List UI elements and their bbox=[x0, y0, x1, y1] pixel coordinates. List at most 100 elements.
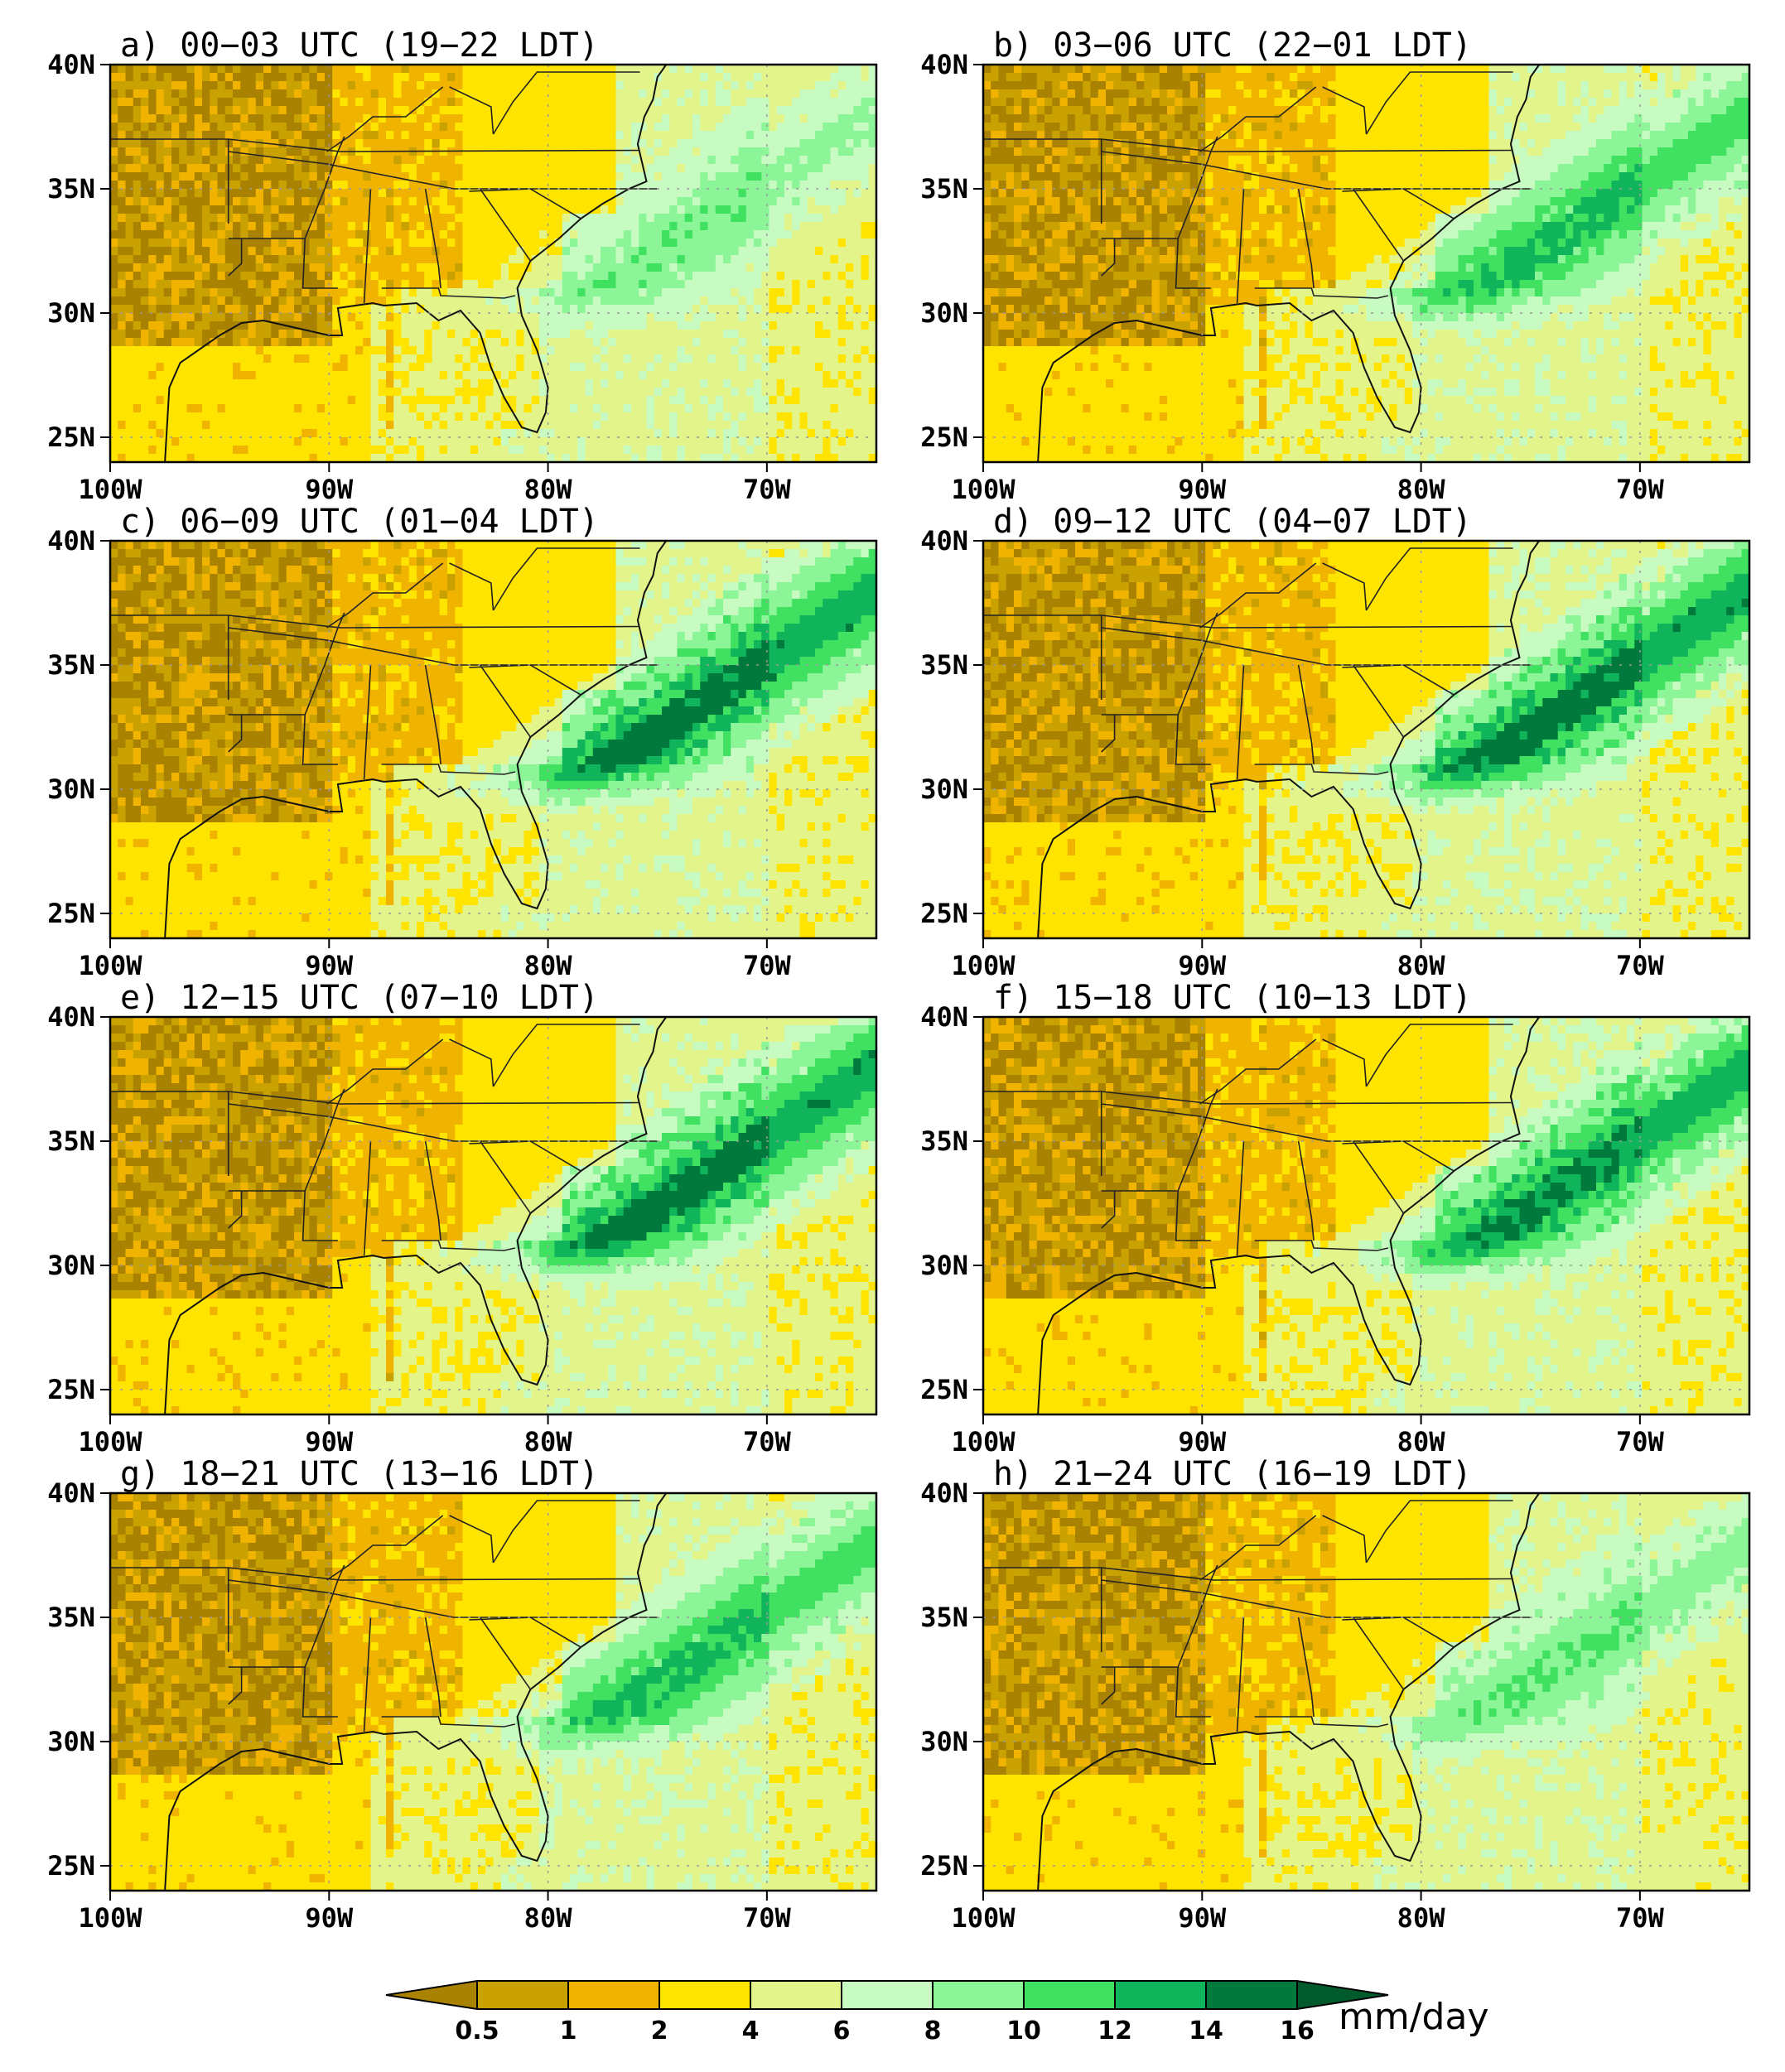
precip-cell bbox=[1266, 330, 1276, 339]
precip-cell bbox=[118, 239, 142, 248]
precip-cell bbox=[1642, 197, 1651, 206]
precip-cell bbox=[194, 640, 203, 649]
precip-cell bbox=[386, 354, 394, 364]
precip-cell bbox=[1151, 412, 1160, 422]
precip-cell bbox=[1136, 205, 1145, 214]
precip-cell bbox=[500, 421, 525, 430]
precip-cell bbox=[1305, 189, 1314, 198]
precip-cell bbox=[799, 566, 847, 575]
precip-cell bbox=[1106, 446, 1114, 455]
precip-cell bbox=[1151, 147, 1160, 157]
precip-cell bbox=[325, 139, 333, 148]
precip-cell bbox=[592, 354, 601, 364]
precip-cell bbox=[1320, 371, 1390, 380]
precip-cell bbox=[1029, 114, 1038, 123]
precip-cell bbox=[148, 272, 165, 281]
precip-cell bbox=[432, 632, 464, 641]
precip-cell bbox=[485, 346, 533, 355]
precip-cell bbox=[646, 715, 709, 724]
precip-cell bbox=[217, 296, 226, 306]
precip-cell bbox=[1182, 288, 1191, 297]
precip-cell bbox=[125, 89, 134, 99]
precip-cell bbox=[1420, 230, 1436, 239]
precip-cell bbox=[202, 404, 219, 413]
precip-cell bbox=[815, 363, 823, 372]
precip-cell bbox=[853, 139, 862, 148]
precip-cell bbox=[316, 582, 326, 591]
precip-cell bbox=[623, 607, 632, 616]
precip-cell bbox=[1136, 197, 1145, 206]
precip-cell bbox=[1412, 263, 1421, 272]
precip-cell bbox=[1710, 421, 1735, 430]
precip-cell bbox=[194, 230, 203, 239]
precip-cell bbox=[1726, 214, 1743, 223]
precip-cell bbox=[156, 582, 165, 591]
precip-cell bbox=[615, 338, 693, 347]
precip-cell bbox=[1106, 65, 1122, 74]
precip-cell bbox=[1366, 280, 1382, 289]
precip-cell bbox=[815, 648, 847, 658]
precip-cell bbox=[846, 437, 877, 446]
precip-cell bbox=[1604, 164, 1620, 173]
precip-cell bbox=[1090, 346, 1099, 355]
precip-cell bbox=[723, 429, 740, 438]
precip-cell bbox=[1642, 114, 1681, 123]
precip-cell bbox=[1281, 288, 1291, 297]
precip-cell bbox=[408, 305, 417, 314]
precip-cell bbox=[654, 172, 663, 181]
precip-cell bbox=[363, 222, 372, 231]
precip-cell bbox=[815, 557, 854, 566]
precip-cell bbox=[224, 731, 234, 740]
precip-cell bbox=[1305, 371, 1314, 380]
precip-cell bbox=[1465, 338, 1482, 347]
precip-cell bbox=[1198, 65, 1222, 74]
precip-cell bbox=[1328, 363, 1337, 372]
precip-cell bbox=[761, 239, 778, 248]
precip-cell bbox=[363, 189, 372, 198]
precip-cell bbox=[608, 706, 617, 716]
precip-cell bbox=[1228, 131, 1237, 140]
precip-cell bbox=[462, 665, 609, 674]
precip-cell bbox=[1588, 313, 1604, 322]
precip-cell bbox=[263, 263, 272, 272]
precip-cell bbox=[233, 156, 241, 165]
precip-cell bbox=[401, 280, 410, 289]
precip-cell bbox=[163, 181, 172, 190]
precip-cell bbox=[309, 607, 326, 616]
precip-cell bbox=[646, 123, 655, 132]
precip-cell bbox=[1634, 114, 1643, 123]
precip-cell bbox=[263, 214, 272, 223]
precip-cell bbox=[1136, 114, 1153, 123]
precip-cell bbox=[707, 715, 716, 724]
precip-cell bbox=[1014, 272, 1038, 281]
precip-cell bbox=[378, 715, 403, 724]
precip-cell bbox=[1672, 421, 1689, 430]
precip-cell bbox=[830, 446, 877, 455]
precip-cell bbox=[332, 156, 341, 165]
precip-cell bbox=[1144, 147, 1153, 157]
lon-tick-label: 100W bbox=[951, 474, 1016, 505]
precip-cell bbox=[1136, 305, 1145, 314]
precip-cell bbox=[156, 305, 172, 314]
precip-cell bbox=[1006, 230, 1015, 239]
precip-cell bbox=[401, 673, 410, 682]
precip-cell bbox=[447, 404, 479, 413]
precip-cell bbox=[700, 89, 709, 99]
precip-cell bbox=[837, 429, 847, 438]
precip-cell bbox=[110, 255, 118, 264]
precip-cell bbox=[1290, 288, 1368, 297]
precip-cell bbox=[1465, 305, 1474, 314]
precip-cell bbox=[240, 156, 249, 165]
precip-cell bbox=[1565, 230, 1574, 239]
precip-cell bbox=[309, 181, 318, 190]
precip-cell bbox=[1634, 205, 1643, 214]
precip-cell bbox=[1159, 189, 1168, 198]
precip-cell bbox=[1696, 98, 1705, 107]
precip-cell bbox=[1343, 346, 1352, 355]
precip-cell bbox=[615, 723, 632, 732]
precip-cell bbox=[386, 574, 394, 583]
precip-cell bbox=[455, 731, 502, 740]
precip-cell bbox=[1535, 263, 1574, 272]
precip-cell bbox=[1159, 396, 1168, 405]
